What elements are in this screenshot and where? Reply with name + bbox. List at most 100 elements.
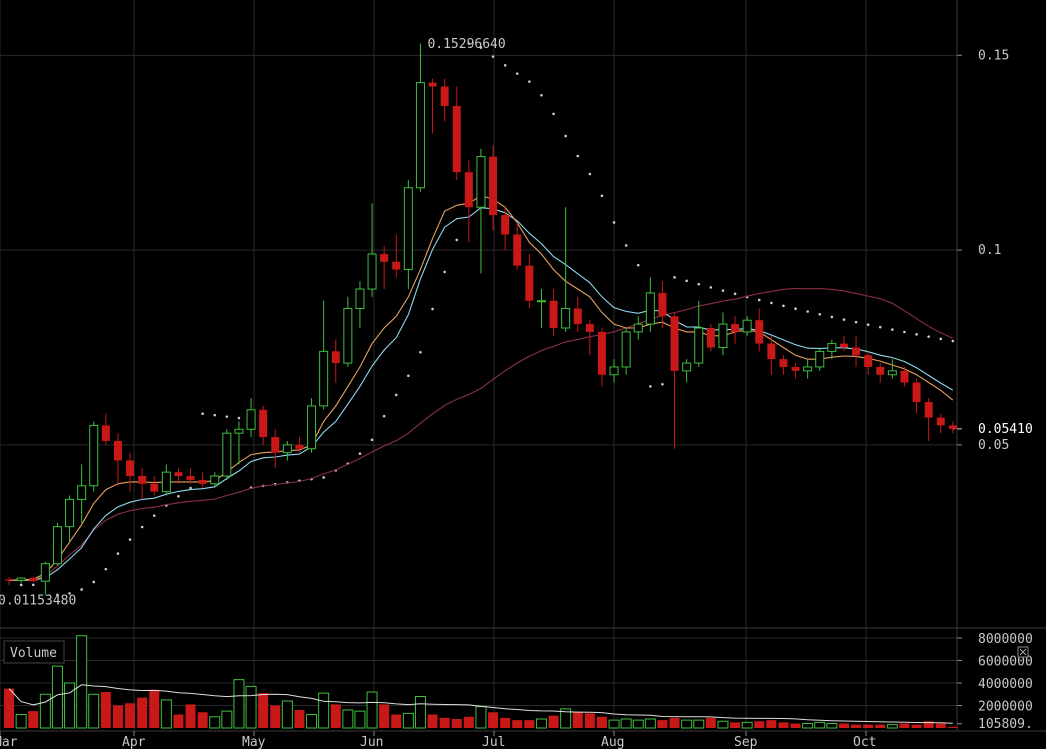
candle-body	[29, 578, 38, 582]
volume-bar	[886, 724, 898, 729]
volume-bar	[233, 679, 245, 729]
candle-body	[706, 327, 715, 348]
volume-bar	[778, 722, 789, 728]
candle-body	[319, 350, 329, 407]
candle-body	[403, 187, 413, 271]
volume-bar	[717, 720, 729, 729]
candle-body	[501, 215, 510, 235]
volume-bar	[64, 682, 76, 729]
volume-bar	[451, 719, 462, 728]
candle-body	[150, 483, 159, 492]
volume-bar	[705, 717, 716, 728]
psar-dot	[878, 325, 882, 329]
volume-bar	[947, 726, 958, 728]
candle-body	[198, 479, 207, 484]
psar-dot	[709, 286, 713, 289]
candle-body	[827, 343, 837, 352]
psar-dot	[770, 301, 773, 305]
candle-body	[234, 428, 244, 434]
psar-dot	[528, 80, 531, 83]
candle-body	[573, 308, 582, 325]
psar-dot	[92, 580, 96, 584]
candle-body	[718, 323, 728, 348]
candle-body	[126, 460, 135, 477]
candle-body	[924, 402, 933, 418]
psar-dot	[177, 495, 180, 498]
psar-dot	[757, 298, 761, 302]
volume-bar	[391, 714, 402, 728]
psar-dot	[407, 374, 410, 378]
volume-bar	[330, 704, 341, 728]
volume-bar	[512, 720, 523, 728]
candle-body	[113, 440, 122, 461]
volume-bar	[76, 635, 88, 729]
candle-body	[549, 300, 558, 328]
psar-dot	[225, 415, 229, 418]
close-icon-x	[1019, 648, 1027, 656]
volume-bar	[548, 715, 559, 728]
close-icon[interactable]	[1017, 646, 1029, 658]
volume-bar	[620, 718, 632, 729]
candle-body	[561, 308, 571, 329]
volume-bar	[439, 717, 450, 728]
candle-body	[791, 366, 800, 371]
volume-bar	[814, 721, 826, 729]
candle-body	[52, 526, 62, 565]
psar-dot	[322, 476, 325, 479]
volume-tick-label: 8000000	[978, 632, 1033, 647]
psar-dot	[443, 270, 446, 274]
candle-body	[536, 300, 546, 303]
volume-bar	[342, 709, 354, 729]
psar-dot	[818, 312, 822, 316]
candle-body	[731, 324, 740, 332]
volume-bar	[693, 719, 705, 729]
psar-dot	[842, 318, 846, 321]
candle-body	[259, 409, 268, 438]
volume-bar	[137, 697, 148, 728]
psar-dot	[903, 330, 906, 334]
volume-bar	[535, 718, 547, 729]
candle-body	[779, 359, 788, 367]
psar-dot	[782, 304, 785, 308]
candle-body	[101, 425, 110, 441]
volume-bar	[427, 714, 438, 728]
volume-bar	[657, 720, 668, 728]
psar-dot	[382, 414, 386, 418]
max-price-annotation: 0.15296640	[427, 37, 505, 52]
volume-bars	[4, 635, 958, 729]
psar-dot	[237, 416, 241, 420]
psar-dot	[394, 393, 398, 397]
candle-body	[40, 563, 50, 582]
psar-dot	[116, 552, 120, 555]
candle-body	[948, 425, 957, 429]
volume-bar	[524, 720, 535, 728]
volume-tick-label: 2000000	[978, 700, 1033, 715]
grid	[0, 0, 1046, 732]
last-price-tag: 0.05410	[978, 422, 1033, 437]
volume-bar	[669, 717, 680, 728]
psar-dot	[431, 307, 434, 311]
volume-bar	[681, 719, 693, 729]
candle-body	[246, 409, 256, 430]
candle-body	[621, 331, 631, 368]
volume-bar	[221, 710, 233, 729]
candle-body	[658, 292, 667, 317]
candle-body	[609, 366, 619, 376]
candle-body	[585, 324, 594, 332]
candle-body	[16, 577, 26, 581]
volume-ma-line	[8, 684, 953, 724]
candle-body	[161, 471, 171, 493]
min-price-annotation: 0.01153480	[0, 594, 76, 609]
candle-body	[343, 308, 353, 364]
volume-bar	[112, 705, 123, 728]
candle-body	[210, 475, 220, 485]
candle-body	[755, 320, 764, 344]
psar-dot	[80, 588, 83, 591]
psar-dot	[697, 282, 701, 286]
volume-bar	[741, 721, 753, 729]
psar-dot	[201, 412, 204, 415]
candle-body	[440, 86, 449, 106]
volume-bar	[100, 692, 111, 728]
psar-dot	[927, 335, 930, 338]
